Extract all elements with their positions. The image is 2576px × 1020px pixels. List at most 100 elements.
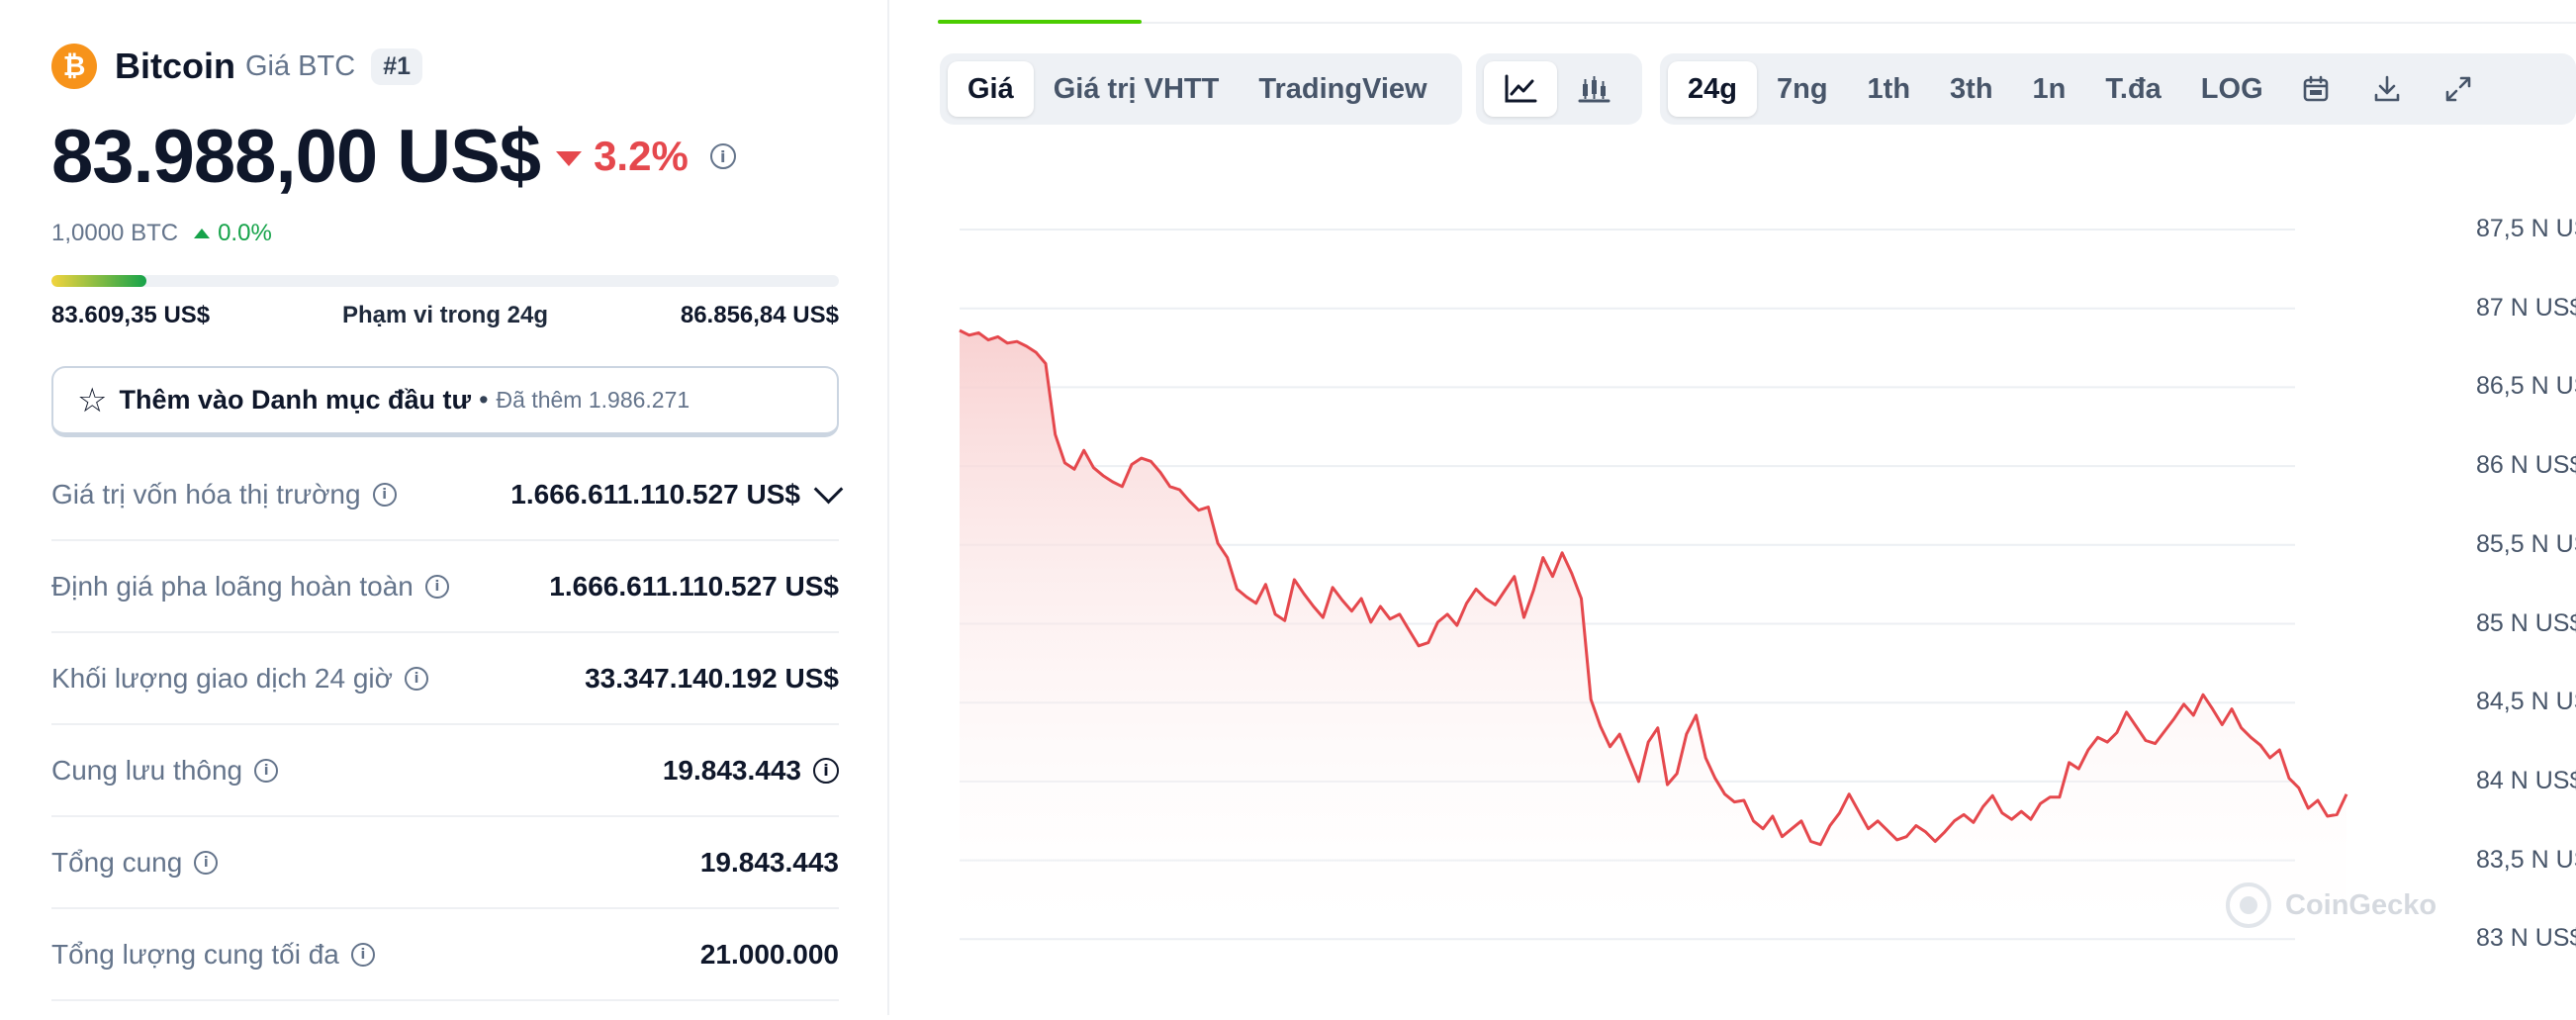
price-point[interactable] [2256, 741, 2264, 749]
price-point[interactable] [966, 331, 973, 339]
price-point[interactable] [2074, 765, 2082, 773]
price-point[interactable] [1597, 722, 1605, 730]
price-point[interactable] [1433, 618, 1441, 626]
price-point[interactable] [2132, 722, 2140, 730]
price-point[interactable] [1453, 621, 1461, 629]
price-point[interactable] [1855, 807, 1863, 815]
price-point[interactable] [2113, 728, 2121, 736]
price-point[interactable] [1080, 446, 1088, 454]
price-point[interactable] [1654, 724, 1662, 732]
info-icon[interactable]: i [350, 942, 375, 967]
price-point[interactable] [1376, 603, 1384, 610]
price-point[interactable] [1683, 730, 1691, 738]
price-point[interactable] [2180, 700, 2188, 708]
tab-market-cap[interactable]: Giá trị VHTT [1053, 72, 1220, 105]
price-point[interactable] [1271, 610, 1279, 618]
price-point[interactable] [1625, 754, 1633, 762]
price-point[interactable] [2295, 784, 2303, 791]
price-point[interactable] [1319, 613, 1327, 621]
price-point[interactable] [1070, 465, 1078, 473]
price-point[interactable] [1329, 584, 1336, 592]
price-point[interactable] [1089, 464, 1097, 472]
price-point[interactable] [1711, 775, 1719, 783]
price-point[interactable] [2238, 724, 2246, 732]
price-point[interactable] [1988, 791, 1996, 799]
price-point[interactable] [1548, 573, 1556, 581]
price-point[interactable] [1759, 825, 1767, 833]
price-point[interactable] [2056, 793, 2064, 801]
log-scale-toggle[interactable]: LOG [2200, 72, 2263, 105]
price-point[interactable] [1865, 825, 1873, 833]
price-point[interactable] [2189, 711, 2197, 719]
price-point[interactable] [2343, 790, 2350, 798]
price-point[interactable] [1702, 754, 1709, 762]
price-point[interactable] [2123, 708, 2131, 716]
price-point[interactable] [1519, 613, 1527, 621]
price-point[interactable] [1816, 841, 1824, 849]
price-point[interactable] [1539, 554, 1547, 562]
info-icon[interactable]: i [194, 850, 219, 875]
add-to-portfolio-button[interactable]: ☆ Thêm vào Danh mục đầu tư • Đã thêm 1.9… [51, 366, 839, 437]
date-range-button[interactable] [2283, 61, 2348, 117]
price-point[interactable] [2152, 740, 2160, 748]
info-icon[interactable]: i [424, 574, 449, 599]
price-point[interactable] [1884, 826, 1891, 834]
price-point[interactable] [1931, 837, 1939, 845]
price-point[interactable] [1845, 790, 1853, 798]
price-point[interactable] [1138, 454, 1146, 462]
price-point[interactable] [1347, 607, 1355, 615]
price-point[interactable] [2103, 738, 2111, 746]
price-point[interactable] [1634, 778, 1642, 786]
tab-tradingview[interactable]: TradingView [1258, 72, 1427, 105]
price-chart-svg[interactable] [950, 178, 2576, 1015]
price-point[interactable] [1797, 817, 1805, 825]
price-point[interactable] [1511, 573, 1518, 581]
timeframe-max[interactable]: T.đa [2105, 72, 2162, 105]
price-point[interactable] [1386, 615, 1394, 623]
price-point[interactable] [2037, 799, 2045, 807]
price-point[interactable] [1740, 796, 1748, 804]
fullscreen-button[interactable] [2426, 61, 2491, 117]
info-icon[interactable]: i [254, 758, 279, 783]
price-point[interactable] [1118, 483, 1126, 491]
price-point[interactable] [1109, 478, 1117, 486]
info-icon[interactable]: i [372, 482, 397, 507]
price-point[interactable] [1970, 818, 1978, 826]
price-point[interactable] [1587, 695, 1595, 703]
price-point[interactable] [1175, 486, 1183, 494]
price-point[interactable] [1261, 581, 1269, 589]
price-point[interactable] [994, 332, 1002, 340]
price-point[interactable] [1060, 459, 1068, 467]
price-point[interactable] [1529, 587, 1537, 595]
price-point[interactable] [1615, 730, 1623, 738]
price-point[interactable] [974, 328, 982, 336]
price-point[interactable] [1826, 822, 1834, 830]
price-point[interactable] [1443, 610, 1451, 618]
price-point[interactable] [1577, 595, 1585, 603]
price-point[interactable] [2333, 810, 2341, 818]
price-point[interactable] [2218, 721, 2226, 729]
candlestick-chart-button[interactable] [1557, 61, 1630, 117]
price-point[interactable] [1405, 626, 1413, 634]
price-point[interactable] [1281, 616, 1289, 624]
price-point[interactable] [1415, 642, 1423, 650]
price-point[interactable] [1951, 817, 1959, 825]
price-point[interactable] [1721, 790, 1729, 798]
timeframe-24h[interactable]: 24g [1668, 61, 1757, 117]
price-point[interactable] [2066, 759, 2073, 767]
info-icon[interactable]: i [709, 143, 736, 169]
price-point[interactable] [1501, 587, 1509, 595]
price-point[interactable] [2324, 812, 2332, 820]
price-point[interactable] [2046, 793, 2054, 801]
price-point[interactable] [1673, 770, 1681, 778]
price-point[interactable] [1052, 430, 1059, 438]
price-point[interactable] [1960, 810, 1968, 818]
price-point[interactable] [2017, 807, 2025, 815]
price-point[interactable] [1166, 483, 1174, 491]
price-point[interactable] [1357, 595, 1365, 603]
price-point[interactable] [1185, 497, 1193, 505]
price-point[interactable] [1693, 711, 1701, 719]
price-point[interactable] [1310, 603, 1318, 610]
price-point[interactable] [1032, 348, 1040, 356]
price-point[interactable] [1788, 825, 1795, 833]
